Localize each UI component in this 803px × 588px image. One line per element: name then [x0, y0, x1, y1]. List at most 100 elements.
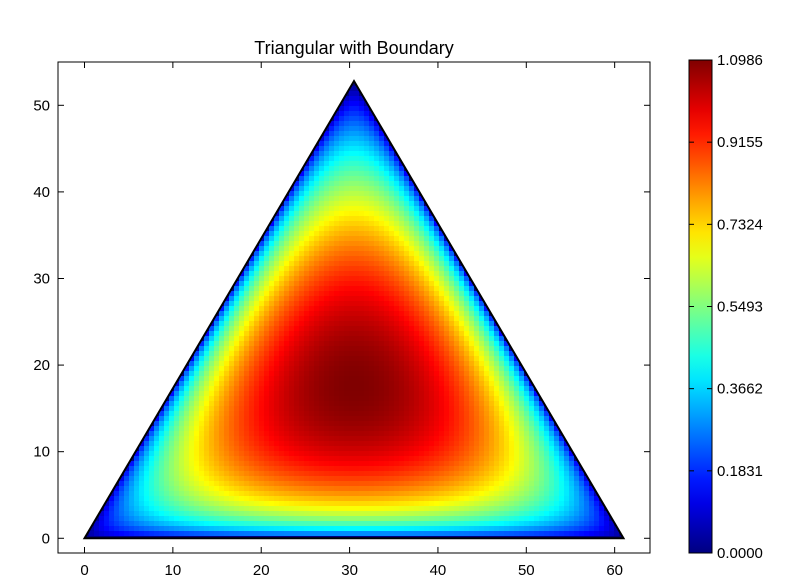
- heatmap-cell: [314, 496, 320, 502]
- heatmap-cell: [344, 416, 350, 422]
- heatmap-cell: [374, 196, 380, 202]
- heatmap-cell: [304, 316, 310, 322]
- heatmap-cell: [284, 346, 290, 352]
- heatmap-cell: [214, 486, 220, 492]
- heatmap-cell: [384, 411, 390, 417]
- heatmap-cell: [259, 321, 265, 327]
- heatmap-cell: [399, 361, 405, 367]
- heatmap-cell: [424, 506, 430, 512]
- heatmap-cell: [254, 246, 260, 252]
- heatmap-cell: [439, 351, 445, 357]
- heatmap-cell: [529, 431, 535, 437]
- heatmap-cell: [224, 376, 230, 382]
- heatmap-cell: [279, 451, 285, 457]
- heatmap-cell: [159, 491, 165, 497]
- heatmap-cell: [479, 431, 485, 437]
- heatmap-cell: [584, 481, 590, 487]
- heatmap-cell: [374, 341, 380, 347]
- heatmap-cell: [119, 516, 125, 522]
- heatmap-cell: [199, 501, 205, 507]
- heatmap-cell: [324, 361, 330, 367]
- heatmap-cell: [379, 111, 385, 117]
- heatmap-cell: [434, 431, 440, 437]
- heatmap-cell: [369, 366, 375, 372]
- heatmap-cell: [334, 136, 340, 142]
- heatmap-cell: [179, 461, 185, 467]
- heatmap-cell: [209, 381, 215, 387]
- heatmap-cell: [454, 316, 460, 322]
- heatmap-cell: [489, 481, 495, 487]
- heatmap-cell: [489, 406, 495, 412]
- heatmap-cell: [554, 431, 560, 437]
- heatmap-cell: [269, 271, 275, 277]
- heatmap-cell: [329, 351, 335, 357]
- heatmap-cell: [439, 511, 445, 517]
- heatmap-cell: [464, 436, 470, 442]
- heatmap-cell: [359, 341, 365, 347]
- heatmap-cell: [569, 476, 575, 482]
- heatmap-cell: [364, 466, 370, 472]
- heatmap-cell: [239, 286, 245, 292]
- heatmap-cell: [324, 286, 330, 292]
- heatmap-cell: [409, 416, 415, 422]
- heatmap-cell: [274, 446, 280, 452]
- heatmap-cell: [339, 441, 345, 447]
- heatmap-cell: [109, 506, 115, 512]
- heatmap-cell: [344, 211, 350, 217]
- heatmap-cell: [334, 131, 340, 137]
- heatmap-cell: [124, 456, 130, 462]
- heatmap-cell: [404, 411, 410, 417]
- heatmap-cell: [249, 386, 255, 392]
- heatmap-cell: [549, 486, 555, 492]
- heatmap-cell: [374, 436, 380, 442]
- heatmap-cell: [189, 391, 195, 397]
- heatmap-cell: [419, 316, 425, 322]
- heatmap-cell: [384, 486, 390, 492]
- heatmap-cell: [294, 346, 300, 352]
- heatmap-cell: [359, 81, 365, 82]
- heatmap-cell: [409, 181, 415, 187]
- heatmap-cell: [274, 236, 280, 242]
- heatmap-cell: [279, 506, 285, 512]
- heatmap-cell: [509, 361, 515, 367]
- heatmap-cell: [219, 441, 225, 447]
- heatmap-cell: [389, 326, 395, 332]
- heatmap-cell: [404, 501, 410, 507]
- heatmap-cell: [324, 231, 330, 237]
- heatmap-cell: [289, 251, 295, 257]
- heatmap-cell: [514, 416, 520, 422]
- heatmap-cell: [484, 466, 490, 472]
- heatmap-cell: [369, 101, 375, 107]
- heatmap-cell: [314, 256, 320, 262]
- heatmap-cell: [459, 361, 465, 367]
- heatmap-cell: [474, 331, 480, 337]
- heatmap-cell: [324, 296, 330, 302]
- heatmap-cell: [574, 466, 580, 472]
- heatmap-cell: [244, 451, 250, 457]
- heatmap-cell: [364, 376, 370, 382]
- heatmap-cell: [129, 441, 135, 447]
- heatmap-cell: [459, 491, 465, 497]
- heatmap-cell: [424, 296, 430, 302]
- heatmap-cell: [239, 326, 245, 332]
- heatmap-cell: [409, 501, 415, 507]
- heatmap-cell: [264, 521, 270, 527]
- heatmap-cell: [309, 321, 315, 327]
- heatmap-cell: [404, 191, 410, 197]
- heatmap-cell: [184, 506, 190, 512]
- heatmap-cell: [354, 321, 360, 327]
- heatmap-cell: [299, 466, 305, 472]
- heatmap-cell: [294, 321, 300, 327]
- heatmap-cell: [259, 266, 265, 272]
- heatmap-cell: [309, 176, 315, 182]
- heatmap-cell: [394, 431, 400, 437]
- heatmap-cell: [539, 486, 545, 492]
- heatmap-cell: [269, 391, 275, 397]
- heatmap-cell: [254, 406, 260, 412]
- heatmap-cell: [259, 511, 265, 517]
- heatmap-cell: [294, 276, 300, 282]
- heatmap-cell: [239, 316, 245, 322]
- heatmap-cell: [374, 336, 380, 342]
- heatmap-cell: [329, 271, 335, 277]
- heatmap-cell: [334, 336, 340, 342]
